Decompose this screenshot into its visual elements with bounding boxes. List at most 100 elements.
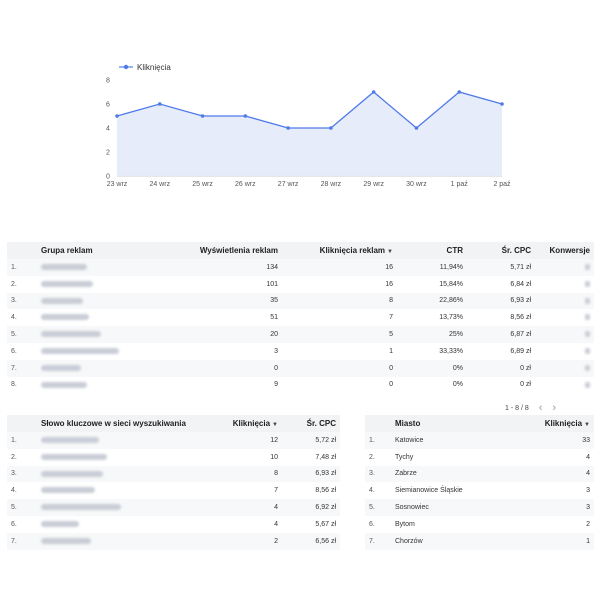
conversions-value-redacted: [535, 359, 594, 377]
city-header[interactable]: Miasto: [391, 415, 531, 432]
table-row[interactable]: 3. 8 6,93 zł: [7, 465, 340, 483]
ad-group-header[interactable]: Grupa reklam: [37, 242, 192, 259]
city-clicks-value: 3: [531, 499, 594, 516]
row-index: 3.: [7, 292, 37, 310]
redacted-text: [41, 364, 81, 371]
table-row[interactable]: 2. 101 16 15,84% 6,84 zł: [7, 275, 594, 293]
table-header-row: Grupa reklam Wyświetlenia reklam Kliknię…: [7, 242, 594, 259]
city-clicks-value: 2: [531, 515, 594, 533]
kw-clicks-value: 8: [202, 465, 282, 483]
city-clicks-value: 4: [531, 465, 594, 483]
table-row[interactable]: 8. 9 0 0% 0 zł: [7, 376, 594, 394]
chart-legend[interactable]: Kliknięcia: [119, 63, 171, 72]
table-row[interactable]: 3. 35 8 22,86% 6,93 zł: [7, 292, 594, 310]
x-tick-label: 28 wrz: [321, 181, 342, 188]
table-row[interactable]: 7. 2 6,56 zł: [7, 532, 340, 550]
table-row[interactable]: 2. Tychy 4: [365, 448, 594, 466]
redacted-text: [41, 437, 99, 444]
keyword-redacted: [37, 432, 202, 449]
city-name: Tychy: [391, 448, 531, 466]
data-point[interactable]: [457, 90, 462, 94]
table-row[interactable]: 6. 4 5,67 zł: [7, 515, 340, 533]
prev-page-icon[interactable]: ‹: [538, 402, 543, 414]
conversions-value-redacted: [535, 326, 594, 343]
table-row[interactable]: 7. 0 0 0% 0 zł: [7, 359, 594, 377]
table-row[interactable]: 5. 4 6,92 zł: [7, 499, 340, 516]
data-point[interactable]: [115, 114, 119, 118]
kw-avg-cpc-header[interactable]: Śr. CPC: [282, 415, 340, 432]
redacted-text: [41, 470, 103, 477]
city-clicks-header[interactable]: Kliknięcia ▼: [531, 415, 594, 432]
table-row[interactable]: 3. Zabrze 4: [365, 465, 594, 483]
data-point[interactable]: [329, 126, 333, 130]
data-point[interactable]: [286, 126, 290, 130]
table-row[interactable]: 1. 12 5,72 zł: [7, 432, 340, 449]
table-row[interactable]: 4. 7 8,56 zł: [7, 482, 340, 500]
clicks-value: 16: [282, 275, 397, 293]
city-name: Sosnowiec: [391, 499, 531, 516]
row-index: 2.: [7, 275, 37, 293]
conversions-value-redacted: [535, 275, 594, 293]
kw-clicks-header[interactable]: Kliknięcia ▼: [202, 415, 282, 432]
conversions-value-redacted: [535, 309, 594, 327]
index-header: [7, 415, 37, 432]
conversions-value-redacted: [535, 292, 594, 310]
table-row[interactable]: 4. Siemianowice Śląskie 3: [365, 482, 594, 500]
table-row[interactable]: 4. 51 7 13,73% 8,56 zł: [7, 309, 594, 327]
keyword-redacted: [37, 448, 202, 466]
redacted-text: [585, 331, 590, 338]
clicks-value: 7: [282, 309, 397, 327]
data-point[interactable]: [157, 102, 162, 106]
table-row[interactable]: 1. 134 16 11,94% 5,71 zł: [7, 259, 594, 276]
table-row[interactable]: 1. Katowice 33: [365, 432, 594, 449]
data-point[interactable]: [200, 114, 205, 118]
conversions-value-redacted: [535, 259, 594, 276]
row-index: 5.: [7, 326, 37, 343]
table-row[interactable]: 5. Sosnowiec 3: [365, 499, 594, 516]
redacted-text: [41, 331, 101, 338]
ctr-header[interactable]: CTR: [397, 242, 467, 259]
row-index: 7.: [365, 532, 391, 550]
city-clicks-value: 33: [531, 432, 594, 449]
kw-avg-cpc-value: 6,92 zł: [282, 499, 340, 516]
kw-clicks-value: 4: [202, 515, 282, 533]
keyword-header[interactable]: Słowo kluczowe w sieci wyszukiwania: [37, 415, 202, 432]
y-tick-label: 8: [106, 78, 110, 85]
table-row[interactable]: 7. Chorzów 1: [365, 532, 594, 550]
table-row[interactable]: 6. 3 1 33,33% 6,89 zł: [7, 342, 594, 360]
avg-cpc-value: 6,87 zł: [467, 326, 535, 343]
clicks-line-chart: Kliknięcia 0 2 4 6 8 23 wrz 24 wrz 25 wrz 26 wr…: [0, 0, 600, 200]
clicks-header[interactable]: Kliknięcia reklam ▼: [282, 242, 397, 259]
data-point[interactable]: [243, 114, 248, 118]
redacted-text: [585, 314, 590, 321]
keyword-redacted: [37, 532, 202, 550]
table-row[interactable]: 2. 10 7,48 zł: [7, 448, 340, 466]
next-page-icon[interactable]: ›: [552, 402, 557, 414]
sort-desc-icon: ▼: [272, 422, 278, 428]
impressions-value: 0: [192, 359, 282, 377]
row-index: 5.: [365, 499, 391, 516]
avg-cpc-header[interactable]: Śr. CPC: [467, 242, 535, 259]
table-header-row: Miasto Kliknięcia ▼: [365, 415, 594, 432]
table-row[interactable]: 6. Bytom 2: [365, 515, 594, 533]
ad-group-name-redacted: [37, 275, 192, 293]
keyword-redacted: [37, 482, 202, 500]
conversions-header[interactable]: Konwersje: [535, 242, 594, 259]
y-tick-label: 4: [106, 126, 110, 133]
table-row[interactable]: 5. 20 5 25% 6,87 zł: [7, 326, 594, 343]
kw-avg-cpc-value: 8,56 zł: [282, 482, 340, 500]
city-name: Zabrze: [391, 465, 531, 483]
x-tick-label: 26 wrz: [235, 181, 256, 188]
data-point[interactable]: [500, 102, 504, 106]
x-tick-label: 1 paź: [451, 181, 469, 188]
kw-clicks-value: 10: [202, 448, 282, 466]
index-header: [365, 415, 391, 432]
data-point[interactable]: [371, 90, 376, 94]
redacted-text: [585, 381, 590, 388]
ctr-value: 0%: [397, 359, 467, 377]
conversions-value-redacted: [535, 342, 594, 360]
ad-group-name-redacted: [37, 309, 192, 327]
x-axis: 23 wrz 24 wrz 25 wrz 26 wrz 27 wrz 28 wrz 29 w…: [107, 181, 511, 188]
data-point[interactable]: [414, 126, 419, 130]
impressions-header[interactable]: Wyświetlenia reklam: [192, 242, 282, 259]
